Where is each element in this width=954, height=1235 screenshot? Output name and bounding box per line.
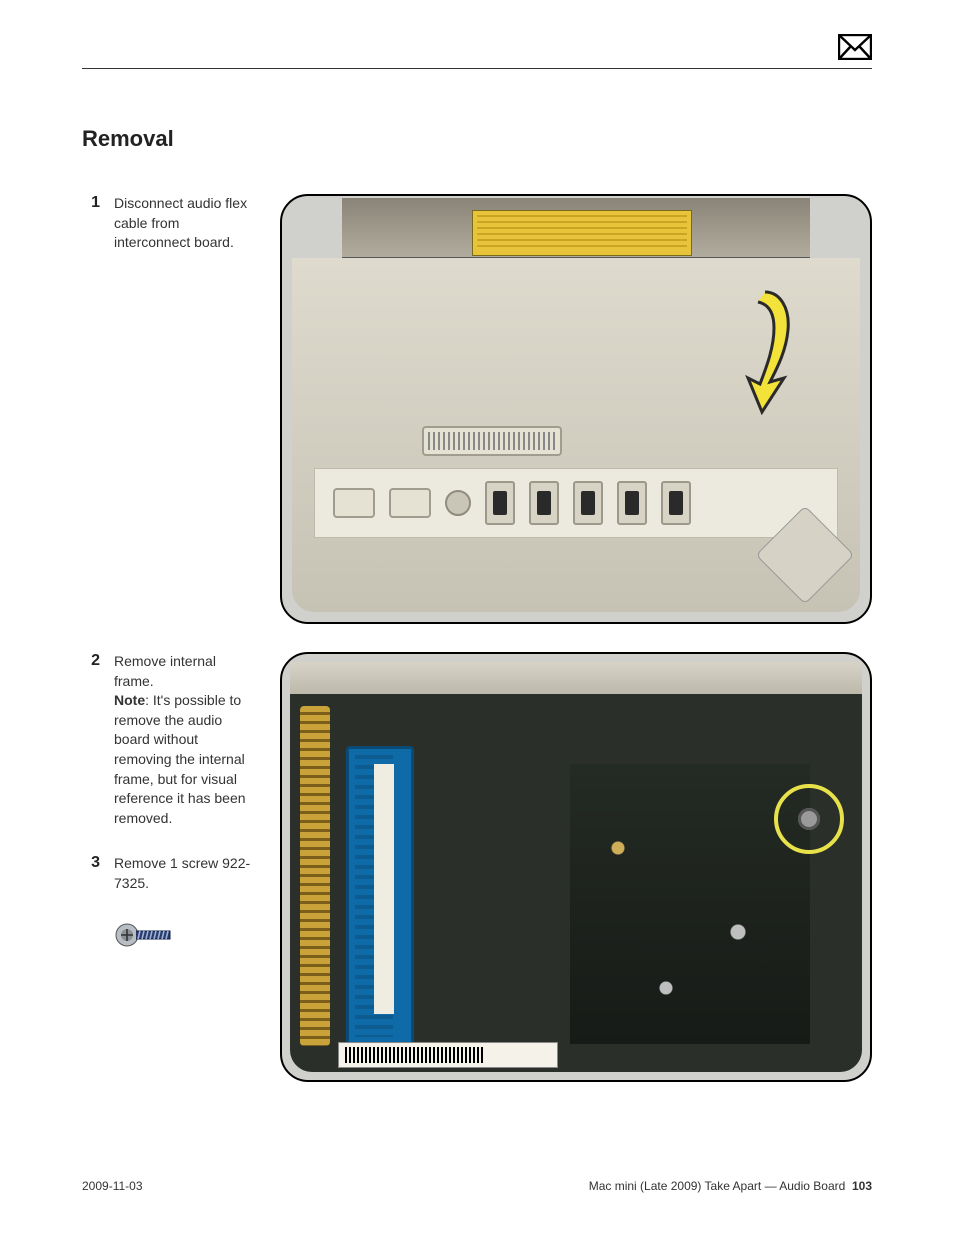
usb-port-icon xyxy=(661,481,691,525)
page: Removal 1 Disconnect audio flex cable fr… xyxy=(0,0,954,1235)
io-port-row xyxy=(314,468,838,538)
board-components xyxy=(570,764,810,1044)
ram-label-sticker xyxy=(374,764,394,1014)
usb-port-icon xyxy=(573,481,603,525)
screw-thumbnail xyxy=(114,920,174,950)
footer-page-number: 103 xyxy=(852,1179,872,1193)
usb-port-icon xyxy=(617,481,647,525)
connector-slot xyxy=(422,426,562,456)
figure-2-screw-location xyxy=(280,652,872,1082)
step-number: 3 xyxy=(82,854,100,893)
step-2: 2 Remove internal frame. Note: It's poss… xyxy=(82,652,252,828)
audio-jack-icon xyxy=(445,490,471,516)
usb-port-icon xyxy=(529,481,559,525)
block-step-1: 1 Disconnect audio flex cable from inter… xyxy=(82,194,872,624)
chassis-top-edge xyxy=(290,662,862,696)
callout-arrow-icon xyxy=(730,286,800,416)
usb-port-icon xyxy=(485,481,515,525)
footer-doc-title: Mac mini (Late 2009) Take Apart — Audio … xyxy=(589,1179,846,1193)
screw-highlight-circle-icon xyxy=(774,784,844,854)
step-3: 3 Remove 1 screw 922-7325. xyxy=(82,854,252,893)
footer-title-page: Mac mini (Late 2009) Take Apart — Audio … xyxy=(589,1179,872,1193)
step-text: Remove internal frame. Note: It's possib… xyxy=(114,652,252,828)
edge-connector xyxy=(300,706,330,1046)
step-1: 1 Disconnect audio flex cable from inter… xyxy=(82,194,252,253)
step-number: 1 xyxy=(82,194,100,253)
section-title: Removal xyxy=(82,126,872,152)
figure-1-disconnect-flex-cable xyxy=(280,194,872,624)
block-steps-2-3: 2 Remove internal frame. Note: It's poss… xyxy=(82,652,872,1082)
note-label: Note xyxy=(114,692,145,708)
step-2-line: Remove internal frame. xyxy=(114,653,216,689)
mail-icon[interactable] xyxy=(838,34,872,60)
step-text: Disconnect audio flex cable from interco… xyxy=(114,194,252,253)
header-rule xyxy=(82,68,872,69)
minidp-port-icon xyxy=(389,488,431,518)
drive-warning-label xyxy=(472,210,692,256)
step-number: 2 xyxy=(82,652,100,828)
step-text: Remove 1 screw 922-7325. xyxy=(114,854,252,893)
page-footer: 2009-11-03 Mac mini (Late 2009) Take Apa… xyxy=(82,1179,872,1193)
barcode-label xyxy=(338,1042,558,1068)
note-text: : It's possible to remove the audio boar… xyxy=(114,692,246,826)
firewire-port-icon xyxy=(333,488,375,518)
footer-date: 2009-11-03 xyxy=(82,1179,143,1193)
